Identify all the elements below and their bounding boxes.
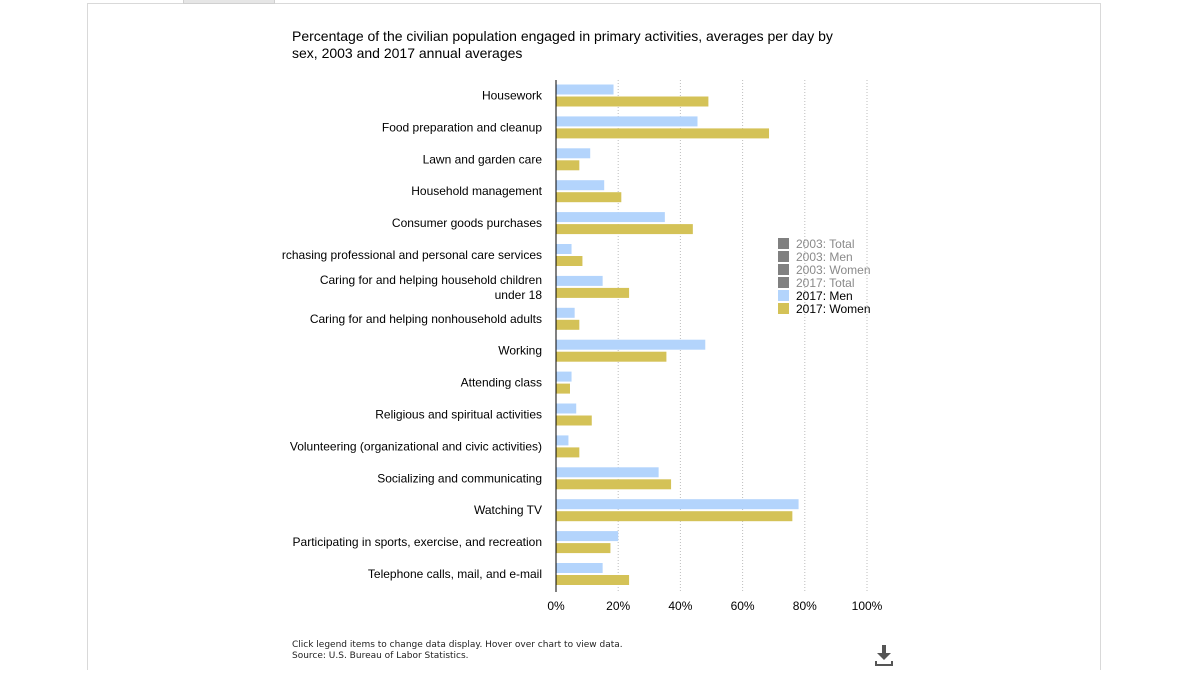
legend-label[interactable]: 2017: Men xyxy=(796,289,853,303)
bar[interactable] xyxy=(556,575,630,585)
category-label: Food preparation and cleanup xyxy=(382,120,542,134)
category-label: Housework xyxy=(482,89,543,103)
bar[interactable] xyxy=(556,148,591,159)
category-label: Religious and spiritual activities xyxy=(375,408,542,422)
bar[interactable] xyxy=(556,128,770,139)
category-label: Participating in sports, exercise, and r… xyxy=(293,535,542,549)
category-label: Consumer goods purchases xyxy=(392,216,542,230)
chart-frame xyxy=(87,3,1101,670)
legend-swatch[interactable] xyxy=(778,290,789,301)
footer-note: Click legend items to change data displa… xyxy=(292,640,623,650)
bar[interactable] xyxy=(556,467,659,478)
category-label: Caring for and helping household childre… xyxy=(320,273,542,302)
bar[interactable] xyxy=(556,563,603,573)
x-tick-label: 100% xyxy=(852,599,883,613)
download-icon[interactable] xyxy=(872,644,896,668)
bar[interactable] xyxy=(556,351,667,362)
legend-swatch[interactable] xyxy=(778,264,789,275)
category-label: Socializing and communicating xyxy=(377,471,542,485)
legend-swatch[interactable] xyxy=(778,251,789,262)
category-label: Household management xyxy=(411,184,542,198)
bar[interactable] xyxy=(556,244,572,254)
bar[interactable] xyxy=(556,116,698,127)
legend-label[interactable]: 2017: Total xyxy=(796,276,855,290)
bar[interactable] xyxy=(556,447,580,458)
bar[interactable] xyxy=(556,403,577,414)
bar[interactable] xyxy=(556,543,611,554)
chart-footer: Click legend items to change data displa… xyxy=(292,640,623,662)
bar[interactable] xyxy=(556,212,665,223)
legend-label[interactable]: 2003: Men xyxy=(796,250,853,264)
category-label: Lawn and garden care xyxy=(423,152,543,166)
bar[interactable] xyxy=(556,415,592,426)
bar[interactable] xyxy=(556,371,572,382)
bar[interactable] xyxy=(556,499,799,510)
bar[interactable] xyxy=(556,339,706,350)
category-label: Working xyxy=(498,344,542,358)
category-label: rchasing professional and personal care … xyxy=(282,248,542,262)
legend-label[interactable]: 2003: Total xyxy=(796,237,855,251)
bar[interactable] xyxy=(556,287,630,298)
legend-swatch[interactable] xyxy=(778,238,789,249)
bar[interactable] xyxy=(556,96,709,107)
category-label: Watching TV xyxy=(474,503,542,517)
chart-title: Percentage of the civilian population en… xyxy=(292,28,833,61)
legend-label[interactable]: 2003: Women xyxy=(796,263,871,277)
category-label: Volunteering (organizational and civic a… xyxy=(290,439,542,453)
bar[interactable] xyxy=(556,275,603,286)
bar[interactable] xyxy=(556,192,622,203)
category-label: Telephone calls, mail, and e-mail xyxy=(368,567,542,581)
bar[interactable] xyxy=(556,383,570,394)
x-tick-label: 0% xyxy=(547,599,565,613)
bar[interactable] xyxy=(556,319,580,330)
tab-stub[interactable] xyxy=(183,0,275,4)
bar[interactable] xyxy=(556,180,605,191)
category-label: Attending class xyxy=(461,376,542,390)
x-tick-label: 80% xyxy=(793,599,817,613)
footer-source: Source: U.S. Bureau of Labor Statistics. xyxy=(292,651,469,661)
x-tick-label: 60% xyxy=(731,599,755,613)
legend-swatch[interactable] xyxy=(778,277,789,288)
x-tick-label: 40% xyxy=(668,599,692,613)
bar[interactable] xyxy=(556,224,693,235)
bar[interactable] xyxy=(556,84,614,95)
legend-label[interactable]: 2017: Women xyxy=(796,302,871,316)
x-tick-label: 20% xyxy=(606,599,630,613)
bar[interactable] xyxy=(556,307,575,318)
bar[interactable] xyxy=(556,531,619,542)
bar[interactable] xyxy=(556,435,569,446)
category-label: Caring for and helping nonhousehold adul… xyxy=(310,312,542,326)
bar[interactable] xyxy=(556,256,583,266)
bar[interactable] xyxy=(556,511,793,522)
legend-swatch[interactable] xyxy=(778,303,789,314)
bar[interactable] xyxy=(556,479,672,490)
bar[interactable] xyxy=(556,160,580,171)
